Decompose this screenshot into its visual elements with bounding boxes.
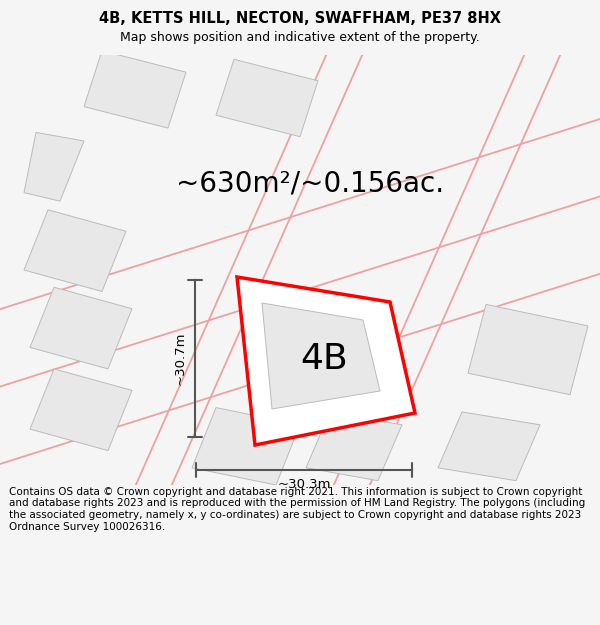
Text: Contains OS data © Crown copyright and database right 2021. This information is : Contains OS data © Crown copyright and d… (9, 487, 585, 532)
Text: Map shows position and indicative extent of the property.: Map shows position and indicative extent… (120, 31, 480, 44)
Text: ~30.3m: ~30.3m (277, 478, 331, 491)
Polygon shape (24, 132, 84, 201)
Polygon shape (84, 51, 186, 128)
Polygon shape (192, 408, 300, 485)
Polygon shape (30, 288, 132, 369)
Text: ~630m²/~0.156ac.: ~630m²/~0.156ac. (176, 170, 444, 198)
Text: ~30.7m: ~30.7m (174, 332, 187, 385)
Polygon shape (438, 412, 540, 481)
Polygon shape (237, 277, 415, 445)
Text: 4B, KETTS HILL, NECTON, SWAFFHAM, PE37 8HX: 4B, KETTS HILL, NECTON, SWAFFHAM, PE37 8… (99, 11, 501, 26)
Text: 4B: 4B (301, 342, 348, 376)
Polygon shape (24, 210, 126, 291)
Polygon shape (468, 304, 588, 395)
Polygon shape (30, 369, 132, 451)
Polygon shape (216, 59, 318, 137)
Polygon shape (262, 303, 380, 409)
Polygon shape (306, 412, 402, 481)
